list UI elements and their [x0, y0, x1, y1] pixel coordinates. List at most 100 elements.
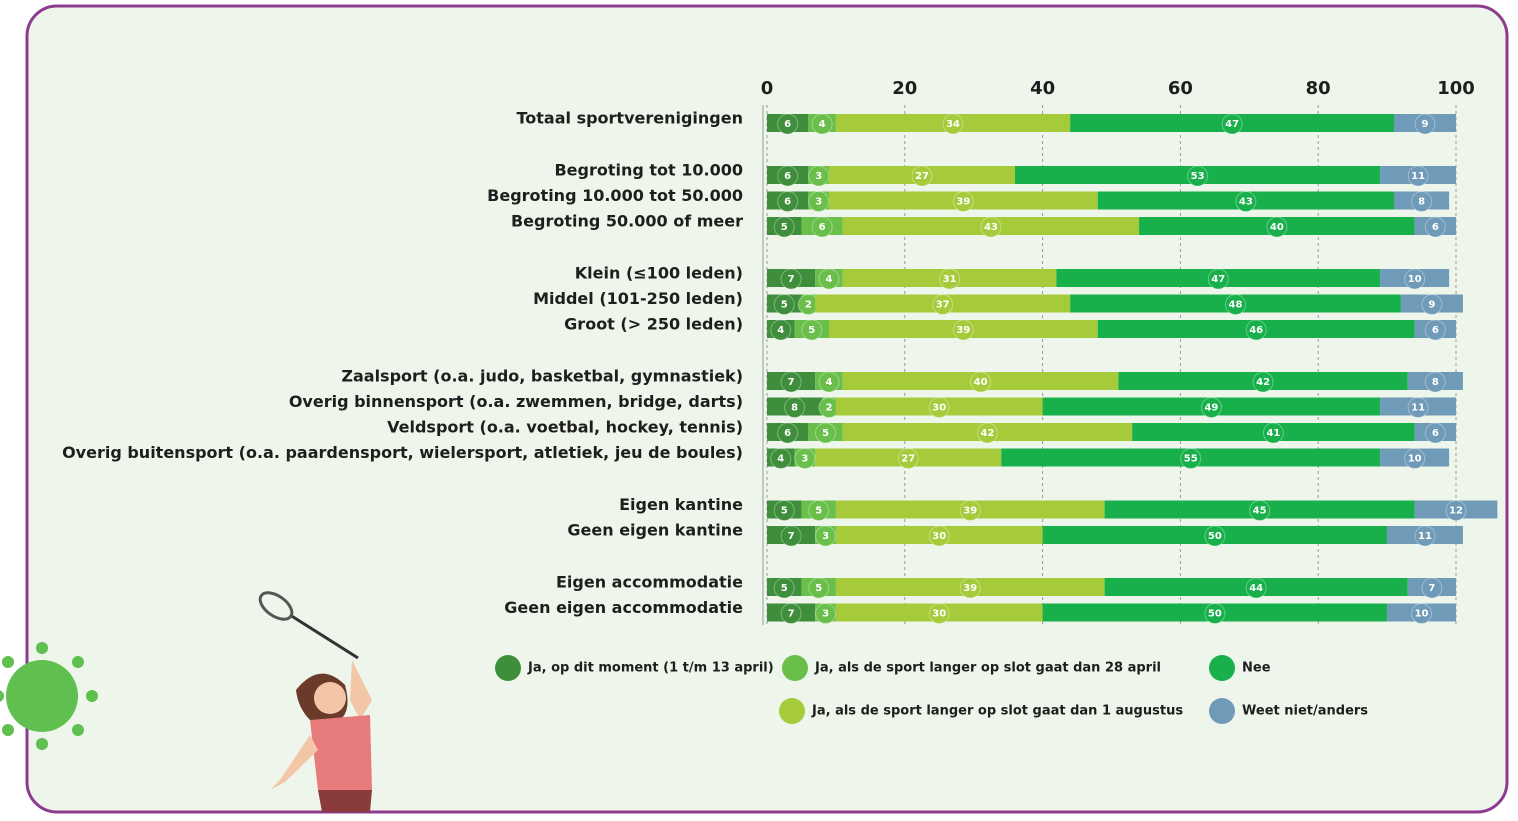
legend-swatch: [779, 698, 805, 724]
value-label: 4: [777, 325, 784, 336]
value-label: 5: [781, 222, 788, 233]
value-label: 5: [781, 506, 788, 517]
value-badge: [1235, 191, 1257, 212]
value-label: 40: [1270, 222, 1284, 233]
value-badge: [818, 371, 840, 393]
value-badge: [942, 113, 964, 135]
value-badge: [780, 525, 802, 547]
value-label: 8: [1432, 377, 1439, 388]
value-label: 27: [901, 454, 915, 465]
value-badge: [1266, 216, 1288, 238]
value-badge: [801, 319, 823, 341]
value-badge: [1407, 165, 1429, 187]
value-label: 5: [808, 325, 815, 336]
value-label: 53: [1191, 171, 1205, 182]
value-label: 5: [822, 428, 829, 439]
value-badge: [1245, 577, 1267, 599]
value-label: 9: [1422, 119, 1429, 130]
value-label: 6: [1432, 325, 1439, 336]
value-badge: [939, 268, 961, 290]
value-badge: [1404, 448, 1426, 469]
category-label: Totaal sportverenigingen: [516, 109, 743, 128]
value-label: 6: [784, 428, 791, 439]
value-badge: [815, 603, 837, 624]
category-label: Zaalsport (o.a. judo, basketbal, gymnast…: [341, 367, 743, 386]
value-badge: [1200, 397, 1222, 418]
value-badge: [1245, 319, 1267, 341]
value-label: 4: [819, 119, 826, 130]
value-label: 50: [1208, 531, 1222, 542]
player-illustration: [258, 591, 372, 812]
category-label: Begroting 10.000 tot 50.000: [487, 186, 743, 205]
value-badge: [1424, 422, 1446, 444]
value-badge: [1180, 448, 1202, 469]
value-badge: [780, 371, 802, 393]
value-label: 8: [791, 403, 798, 414]
value-badge: [959, 577, 981, 599]
value-label: 45: [1253, 506, 1267, 517]
value-label: 4: [777, 454, 784, 465]
value-badge: [932, 294, 954, 315]
category-label: Eigen accommodatie: [556, 573, 743, 592]
value-badge: [811, 216, 833, 238]
value-badge: [1424, 216, 1446, 238]
value-label: 2: [805, 300, 812, 311]
value-label: 31: [943, 274, 957, 285]
value-badge: [1204, 603, 1226, 624]
value-badge: [1204, 525, 1226, 547]
value-label: 11: [1411, 171, 1425, 182]
x-tick-label: 100: [1437, 78, 1475, 99]
value-label: 12: [1449, 506, 1463, 517]
value-label: 43: [984, 222, 998, 233]
virus-icon: [0, 642, 98, 750]
category-label: Overig buitensport (o.a. paardensport, w…: [62, 443, 743, 462]
value-badge: [1187, 165, 1209, 187]
value-badge: [808, 191, 830, 212]
value-label: 9: [1428, 300, 1435, 311]
value-label: 6: [1432, 222, 1439, 233]
value-label: 37: [936, 300, 950, 311]
value-label: 5: [815, 506, 822, 517]
value-badge: [1414, 113, 1436, 135]
value-label: 39: [963, 506, 977, 517]
value-badge: [911, 165, 933, 187]
value-label: 11: [1418, 531, 1432, 542]
value-badge: [1411, 191, 1433, 212]
value-badge: [1262, 422, 1284, 444]
value-badge: [1421, 294, 1443, 315]
category-label: Middel (101-250 leden): [533, 289, 743, 308]
category-label: Veldsport (o.a. voetbal, hockey, tennis): [387, 418, 743, 437]
value-badge: [1249, 500, 1271, 521]
value-badge: [1225, 294, 1247, 315]
category-label: Begroting 50.000 of meer: [511, 212, 743, 231]
value-label: 30: [932, 531, 946, 542]
value-label: 3: [815, 197, 822, 208]
value-badge: [780, 268, 802, 290]
value-label: 47: [1211, 274, 1225, 285]
category-label: Geen eigen accommodatie: [504, 598, 743, 617]
value-label: 7: [788, 531, 795, 542]
value-badge: [777, 191, 799, 212]
value-badge: [773, 216, 795, 238]
x-tick-label: 60: [1168, 78, 1193, 99]
legend-swatch: [495, 655, 521, 681]
category-label: Groot (> 250 leden): [564, 315, 743, 334]
value-badge: [1207, 268, 1229, 290]
value-badge: [1421, 577, 1443, 599]
value-label: 30: [932, 403, 946, 414]
value-label: 10: [1408, 454, 1422, 465]
value-badge: [770, 448, 792, 469]
value-label: 3: [822, 531, 829, 542]
value-badge: [1424, 371, 1446, 393]
value-label: 42: [1256, 377, 1270, 388]
value-badge: [808, 165, 830, 187]
value-label: 39: [956, 325, 970, 336]
value-badge: [1407, 397, 1429, 418]
value-badge: [952, 191, 974, 212]
value-badge: [976, 422, 998, 444]
value-badge: [773, 500, 795, 521]
value-label: 43: [1239, 197, 1253, 208]
value-badge: [980, 216, 1002, 238]
value-badge: [952, 319, 974, 341]
